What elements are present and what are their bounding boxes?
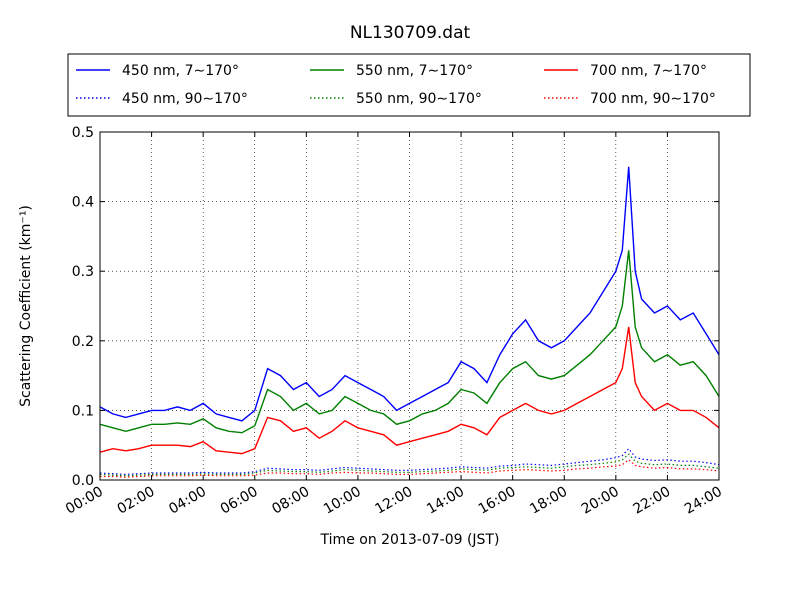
y-tick-label: 0.3 bbox=[72, 264, 94, 280]
plot-area bbox=[100, 132, 719, 480]
x-tick-label: 02:00 bbox=[115, 484, 158, 518]
x-tick-label: 06:00 bbox=[218, 484, 261, 518]
legend: 450 nm, 7∼170° 550 nm, 7∼170° 700 nm, 7∼17… bbox=[76, 63, 716, 107]
legend-label-0: 450 nm, 7∼170° bbox=[122, 63, 239, 79]
legend-label-2: 550 nm, 7∼170° bbox=[356, 63, 473, 79]
x-tick-label: 22:00 bbox=[630, 484, 673, 518]
series-lines bbox=[99, 166, 720, 478]
series-line-4 bbox=[99, 326, 720, 455]
legend-label-5: 700 nm, 90∼170° bbox=[590, 91, 716, 107]
x-tick-label: 16:00 bbox=[476, 484, 519, 518]
x-tick-label: 10:00 bbox=[321, 484, 364, 518]
x-tick-label: 20:00 bbox=[579, 484, 622, 518]
y-tick-label: 0.2 bbox=[72, 334, 94, 350]
y-tick-label: 0.1 bbox=[72, 403, 94, 419]
x-tick-label: 08:00 bbox=[269, 484, 312, 518]
y-tick-label: 0.5 bbox=[72, 125, 94, 141]
series-line-2 bbox=[99, 250, 720, 434]
x-tick-label: 24:00 bbox=[682, 484, 725, 518]
legend-label-4: 700 nm, 7∼170° bbox=[590, 63, 707, 79]
legend-label-1: 450 nm, 90∼170° bbox=[122, 91, 248, 107]
x-tick-label: 12:00 bbox=[373, 484, 416, 518]
x-axis-label: Time on 2013-07-09 (JST) bbox=[320, 532, 500, 548]
series-line-5 bbox=[100, 459, 720, 478]
y-axis-label: Scattering Coefficient (km⁻¹) bbox=[18, 205, 34, 407]
x-tick-label: 18:00 bbox=[527, 484, 570, 518]
x-tick-label: 14:00 bbox=[424, 484, 467, 518]
x-tick-label: 04:00 bbox=[166, 484, 209, 518]
series-line-0 bbox=[99, 166, 720, 422]
chart-title: NL130709.dat bbox=[350, 23, 471, 43]
y-tick-label: 0.4 bbox=[72, 195, 94, 211]
y-tick-label: 0.0 bbox=[72, 473, 94, 489]
legend-box bbox=[67, 53, 751, 117]
legend-label-3: 550 nm, 90∼170° bbox=[356, 91, 482, 107]
